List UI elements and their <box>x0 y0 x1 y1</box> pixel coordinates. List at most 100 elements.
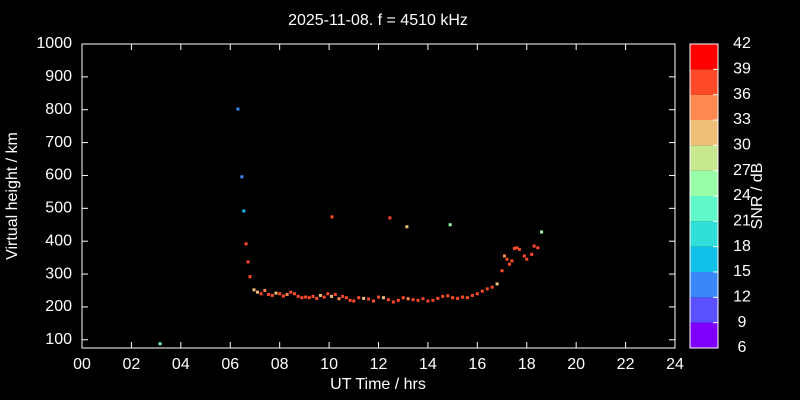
data-point <box>259 292 263 296</box>
colorbar-tick-label: 30 <box>733 137 751 154</box>
colorbar-tick-label: 24 <box>733 187 751 204</box>
data-point <box>540 230 544 234</box>
colorbar-swatch <box>690 94 718 120</box>
colorbar-tick-label: 42 <box>733 35 751 52</box>
data-point <box>244 242 248 246</box>
data-point <box>480 289 484 293</box>
data-point <box>456 296 460 300</box>
y-tick-label: 500 <box>45 200 72 217</box>
data-point <box>326 292 330 296</box>
data-point <box>431 298 435 302</box>
data-point <box>242 209 246 213</box>
data-point <box>530 252 534 256</box>
data-point <box>236 107 240 111</box>
colorbar-tick-label: 9 <box>738 314 747 331</box>
chart-title: 2025-11-08. f = 4510 kHz <box>288 12 468 29</box>
x-tick-label: 18 <box>518 356 536 373</box>
data-point <box>240 175 244 179</box>
x-tick-label: 06 <box>221 356 239 373</box>
data-point <box>248 275 252 279</box>
x-axis-label: UT Time / hrs <box>330 376 426 393</box>
x-tick-label: 04 <box>172 356 190 373</box>
colorbar-swatch <box>690 246 718 272</box>
data-point <box>304 295 308 299</box>
data-point <box>500 269 504 273</box>
data-point <box>158 342 162 346</box>
data-point <box>270 293 274 297</box>
colorbar-swatch <box>690 44 718 70</box>
data-point <box>281 294 285 298</box>
y-tick-label: 800 <box>45 101 72 118</box>
colorbar-swatch <box>690 120 718 146</box>
data-point <box>441 294 445 298</box>
x-tick-label: 02 <box>123 356 141 373</box>
data-point <box>318 293 322 297</box>
data-point <box>461 295 465 299</box>
colorbar-swatch <box>690 69 718 95</box>
colorbar-swatch <box>690 221 718 247</box>
data-point <box>330 294 334 298</box>
data-point <box>267 292 271 296</box>
x-tick-label: 24 <box>666 356 684 373</box>
colorbar-tick-label: 21 <box>733 213 751 230</box>
colorbar-swatch <box>690 196 718 222</box>
data-point <box>263 288 267 292</box>
data-point <box>406 297 410 301</box>
colorbar-tick-label: 39 <box>733 61 751 78</box>
data-point <box>252 288 256 292</box>
data-point <box>307 296 311 300</box>
data-point <box>255 290 259 294</box>
x-tick-label: 14 <box>419 356 437 373</box>
data-point <box>448 223 452 227</box>
colorbar-tick-label: 12 <box>733 289 751 306</box>
colorbar-label: SNR / dB <box>749 163 766 230</box>
y-axis-label: Virtual height / km <box>4 132 21 260</box>
data-point <box>465 296 469 300</box>
data-point <box>315 296 319 300</box>
y-tick-label: 400 <box>45 232 72 249</box>
data-point <box>525 257 529 261</box>
x-tick-label: 12 <box>370 356 388 373</box>
data-point <box>436 296 440 300</box>
colorbar-swatch <box>690 322 718 348</box>
data-point <box>391 300 395 304</box>
data-point <box>289 290 293 294</box>
data-point <box>377 295 380 299</box>
data-point <box>507 262 511 266</box>
y-tick-label: 200 <box>45 298 72 315</box>
data-point <box>522 254 526 258</box>
data-point <box>426 299 430 303</box>
y-tick-label: 1000 <box>36 35 72 52</box>
data-point <box>396 298 400 302</box>
data-point <box>296 294 300 298</box>
data-point <box>352 299 356 303</box>
data-point <box>341 294 345 298</box>
data-point <box>515 246 519 250</box>
colorbar-tick-label: 18 <box>733 238 751 255</box>
data-point <box>512 246 516 250</box>
x-tick-label: 10 <box>320 356 338 373</box>
data-point <box>337 297 341 301</box>
y-tick-label: 900 <box>45 68 72 85</box>
data-point <box>333 292 337 296</box>
colorbar-swatch <box>690 145 718 171</box>
data-point <box>292 292 296 296</box>
data-point <box>411 298 415 302</box>
data-point <box>357 296 361 300</box>
data-point <box>348 298 352 302</box>
data-point <box>381 296 385 300</box>
y-tick-label: 700 <box>45 134 72 151</box>
data-point <box>505 257 509 261</box>
data-point <box>274 291 278 295</box>
data-point <box>421 297 425 301</box>
data-point <box>536 246 540 250</box>
data-point <box>285 292 289 296</box>
colorbar-swatch <box>690 272 718 298</box>
colorbar-tick-label: 36 <box>733 86 751 103</box>
data-point <box>503 254 507 258</box>
data-point <box>362 296 366 300</box>
x-tick-label: 08 <box>271 356 289 373</box>
colorbar-tick-label: 33 <box>733 111 751 128</box>
data-point <box>470 293 474 297</box>
